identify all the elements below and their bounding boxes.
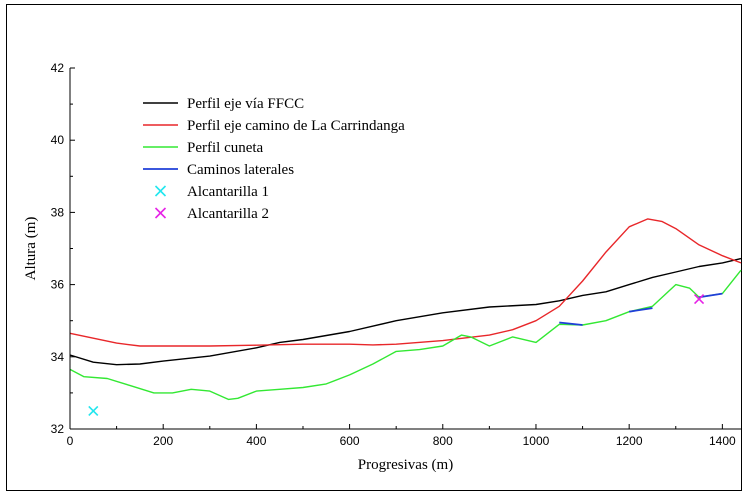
- legend-item: Alcantarilla 1: [154, 184, 269, 200]
- series-layer: [69, 218, 742, 417]
- x-tick-label: 1200: [616, 434, 643, 448]
- legend-item: Perfil cuneta: [143, 140, 264, 156]
- y-tick-label: 38: [51, 205, 65, 219]
- series-line-perfil-eje-via-ffcc: [69, 257, 742, 366]
- y-axis-title: Altura (m): [23, 217, 39, 281]
- lateral-road-segment: [559, 321, 583, 326]
- legend-label: Alcantarilla 2: [187, 206, 269, 222]
- marker-alcantarilla-2: [693, 293, 705, 305]
- legend-item: Alcantarilla 2: [154, 206, 269, 222]
- marker-alcantarilla-1: [88, 405, 99, 417]
- x-tick-label: 400: [246, 434, 266, 448]
- x-ticks: 0 200 400 600 800 1000 1200 1400: [67, 424, 736, 448]
- y-tick-label: 32: [51, 422, 65, 436]
- legend-label: Perfil cuneta: [187, 140, 264, 156]
- x-tick-label: 1000: [523, 434, 550, 448]
- x-tick-label: 0: [67, 434, 74, 448]
- axes: [69, 68, 741, 430]
- legend-marker: [154, 185, 167, 197]
- legend-item: Perfil eje vía FFCC: [143, 96, 304, 112]
- legend-label: Caminos laterales: [187, 162, 294, 178]
- legend: Perfil eje vía FFCC Perfil eje camino de …: [143, 96, 405, 222]
- x-tick-label: 1400: [709, 434, 736, 448]
- x-tick-label: 200: [153, 434, 173, 448]
- y-ticks: 32 34 36 38 40 42: [51, 61, 75, 436]
- x-tick-label: 600: [340, 434, 360, 448]
- series-line-perfil-eje-camino-de-la-carrindanga: [69, 218, 742, 347]
- y-tick-label: 42: [51, 61, 65, 75]
- lateral-road-segment: [698, 292, 723, 299]
- legend-item: Caminos laterales: [143, 162, 294, 178]
- y-tick-label: 40: [51, 133, 65, 147]
- legend-item: Perfil eje camino de La Carrindanga: [143, 118, 405, 134]
- x-tick-label: 800: [433, 434, 453, 448]
- y-tick-label: 36: [51, 278, 65, 292]
- series-line-perfil-cuneta: [69, 269, 742, 401]
- lateral-road-segment: [629, 307, 653, 313]
- legend-label: Perfil eje vía FFCC: [187, 96, 304, 112]
- legend-label: Perfil eje camino de La Carrindanga: [187, 118, 405, 134]
- legend-marker: [154, 207, 167, 219]
- x-axis-title: Progresivas (m): [358, 457, 453, 473]
- legend-label: Alcantarilla 1: [187, 184, 269, 200]
- y-tick-label: 34: [51, 350, 65, 364]
- chart-frame: [6, 4, 742, 491]
